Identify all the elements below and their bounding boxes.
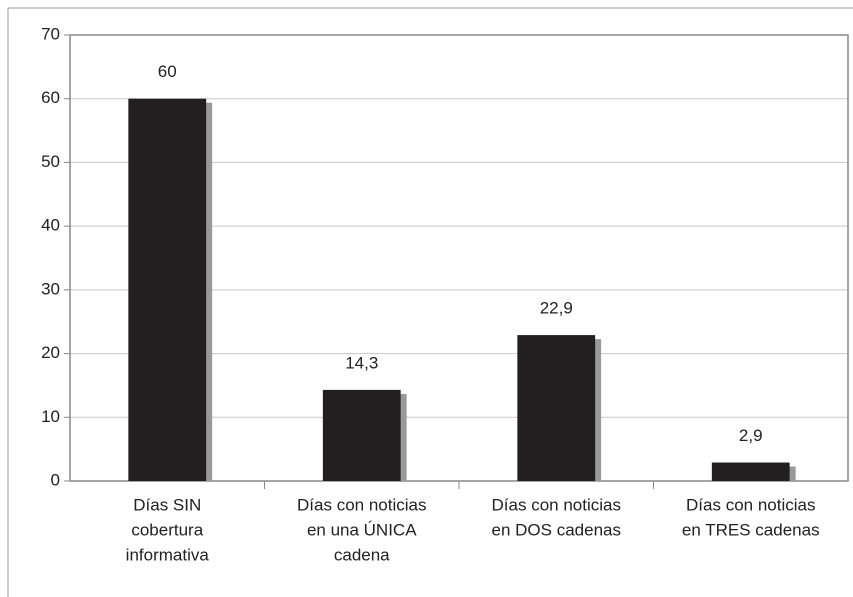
x-tick-label: cobertura — [131, 520, 203, 539]
x-tick-label: Días con noticias — [297, 495, 426, 514]
value-label: 22,9 — [540, 299, 573, 318]
y-tick-label: 50 — [41, 152, 60, 171]
x-tick-label: informativa — [126, 545, 210, 564]
x-tick-label: en una ÚNICA — [307, 520, 417, 539]
value-label: 2,9 — [739, 426, 763, 445]
x-tick-label: en DOS cadenas — [492, 520, 621, 539]
x-tick-label: Días con noticias — [686, 495, 815, 514]
y-tick-label: 0 — [51, 470, 60, 489]
x-tick-label: cadena — [334, 545, 390, 564]
y-tick-label: 20 — [41, 343, 60, 362]
value-label: 14,3 — [345, 353, 378, 372]
bar — [322, 389, 401, 481]
bar — [517, 335, 596, 481]
x-tick-label: Días SIN — [133, 495, 201, 514]
y-tick-label: 40 — [41, 216, 60, 235]
bar — [711, 462, 790, 481]
value-label: 60 — [158, 62, 177, 81]
x-tick-label: en TRES cadenas — [682, 520, 820, 539]
bar — [128, 98, 207, 481]
y-tick-label: 70 — [41, 24, 60, 43]
x-tick-label: Días con noticias — [492, 495, 621, 514]
y-tick-label: 30 — [41, 279, 60, 298]
y-tick-label: 10 — [41, 407, 60, 426]
y-tick-label: 60 — [41, 88, 60, 107]
